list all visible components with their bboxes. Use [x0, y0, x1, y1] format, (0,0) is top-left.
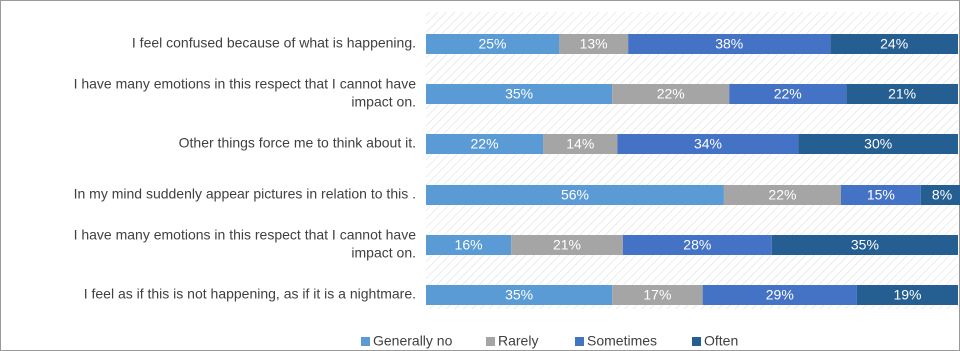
category-label: I have many emotions in this respect tha…: [74, 76, 417, 92]
data-label: 35%: [505, 86, 533, 102]
data-label: 19%: [893, 287, 921, 303]
category-label: impact on.: [351, 245, 416, 261]
category-label: In my mind suddenly appear pictures in r…: [74, 186, 416, 202]
data-label: 13%: [580, 36, 608, 52]
bar-segment: [617, 134, 799, 154]
category-labels: I feel confused because of what is happe…: [74, 35, 417, 302]
bar-segment: [426, 134, 544, 154]
category-label: I feel confused because of what is happe…: [132, 35, 416, 51]
bar-segment: [920, 185, 960, 205]
bar-segment: [426, 285, 613, 305]
data-label: 15%: [867, 187, 895, 203]
legend-swatch: [692, 337, 701, 346]
data-label: 22%: [774, 86, 802, 102]
legend: Generally no Rarely Sometimes Often: [361, 333, 738, 349]
data-label: 22%: [657, 86, 685, 102]
category-label: I feel as if this is not happening, as i…: [84, 286, 416, 302]
data-label: 22%: [768, 187, 796, 203]
bar-segment: [511, 235, 623, 255]
data-label: 21%: [888, 86, 916, 102]
category-label: I have many emotions in this respect tha…: [74, 227, 417, 243]
data-label: 35%: [505, 287, 533, 303]
data-label: 28%: [683, 237, 711, 253]
bar-segment: [426, 185, 724, 205]
bars: 25% 13% 38% 24% 35% 22% 22% 21% 22% 14% 34% 30% 56% 2…: [426, 34, 960, 305]
bar-segment: [840, 185, 921, 205]
bar-segment: [426, 84, 613, 104]
data-label: 34%: [694, 136, 722, 152]
bar-segment: [612, 84, 730, 104]
data-label: 29%: [766, 287, 794, 303]
legend-swatch: [361, 337, 370, 346]
bar-segment: [543, 134, 618, 154]
bar-segment: [622, 235, 772, 255]
legend-label: Generally no: [373, 333, 453, 349]
data-label: 17%: [643, 287, 671, 303]
legend-swatch: [575, 337, 584, 346]
bar-segment: [771, 235, 958, 255]
category-label: impact on.: [351, 94, 416, 110]
bar-segment: [798, 134, 958, 154]
bar-segment: [426, 235, 512, 255]
data-label: 38%: [715, 36, 743, 52]
data-label: 16%: [455, 237, 483, 253]
bar-segment: [559, 34, 629, 54]
data-label: 56%: [561, 187, 589, 203]
bar-segment: [702, 285, 857, 305]
bar-segment: [612, 285, 703, 305]
legend-label: Often: [704, 333, 738, 349]
legend-label: Sometimes: [587, 333, 657, 349]
bar-segment: [426, 34, 559, 54]
bar-segment: [856, 285, 958, 305]
data-label: 35%: [851, 237, 879, 253]
bar-segment: [628, 34, 831, 54]
data-label: 8%: [932, 187, 952, 203]
legend-label: Rarely: [498, 333, 538, 349]
data-label: 14%: [566, 136, 594, 152]
data-label: 24%: [880, 36, 908, 52]
bar-segment: [846, 84, 958, 104]
data-label: 21%: [553, 237, 581, 253]
bar-segment: [723, 185, 841, 205]
data-label: 25%: [478, 36, 506, 52]
legend-swatch: [486, 337, 495, 346]
data-label: 22%: [471, 136, 499, 152]
bar-segment: [830, 34, 958, 54]
data-label: 30%: [864, 136, 892, 152]
bar-segment: [729, 84, 847, 104]
plot-area: [426, 12, 958, 309]
category-label: Other things force me to think about it.: [179, 135, 416, 151]
